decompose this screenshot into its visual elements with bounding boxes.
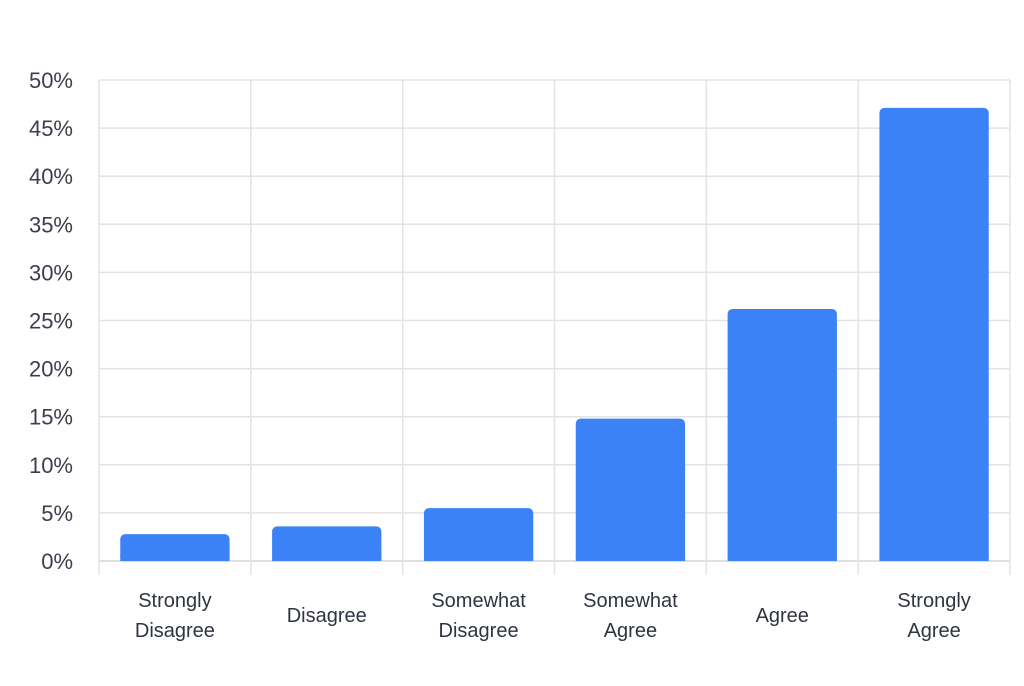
bar-base	[575, 555, 686, 561]
bar-base	[727, 555, 837, 561]
x-tick-label: Somewhat Agree	[583, 590, 678, 642]
x-tick-label-line: Agree	[604, 620, 657, 642]
x-tick-label-line: Disagree	[135, 620, 215, 642]
x-tick-label-line: Disagree	[439, 620, 519, 642]
y-tick-label: 40%	[29, 164, 73, 189]
y-tick-label: 20%	[29, 357, 73, 382]
bar-base	[272, 555, 382, 561]
y-tick-label: 5%	[41, 501, 73, 526]
y-tick-label: 25%	[29, 309, 73, 334]
bar-base	[120, 555, 230, 561]
x-tick-label-line: Agree	[907, 620, 960, 642]
bar-base	[879, 555, 989, 561]
y-tick-label: 0%	[41, 549, 73, 574]
x-tick-label-line: Agree	[756, 605, 809, 627]
y-tick-label: 30%	[29, 260, 73, 285]
grid-layer	[98, 79, 1011, 575]
bar	[879, 107, 989, 561]
bar-base	[423, 555, 534, 561]
y-tick-label: 50%	[29, 68, 73, 93]
x-axis: Strongly Disagree Disagree Somewhat Disagree…	[135, 590, 971, 642]
x-tick-label: Strongly Disagree	[135, 590, 215, 642]
y-axis: 0% 5% 10% 15% 20% 25% 30% 35% 40% 45% 50%	[29, 68, 73, 574]
bar	[120, 534, 230, 561]
bar	[423, 508, 534, 561]
y-tick-label: 15%	[29, 405, 73, 430]
bar	[727, 308, 837, 561]
x-tick-label: Agree	[756, 605, 809, 627]
x-tick-label: Strongly Agree	[897, 590, 970, 642]
bars-layer	[120, 107, 989, 561]
y-tick-label: 35%	[29, 212, 73, 237]
bar	[575, 418, 686, 561]
y-tick-label: 45%	[29, 116, 73, 141]
x-tick-label: Somewhat Disagree	[431, 590, 526, 642]
x-tick-label-line: Somewhat	[583, 590, 678, 612]
x-tick-label-line: Strongly	[138, 590, 211, 612]
x-tick-label: Disagree	[287, 605, 367, 627]
x-tick-label-line: Disagree	[287, 605, 367, 627]
y-tick-label: 10%	[29, 453, 73, 478]
x-tick-label-line: Somewhat	[431, 590, 526, 612]
bar	[272, 526, 382, 561]
x-tick-label-line: Strongly	[897, 590, 970, 612]
